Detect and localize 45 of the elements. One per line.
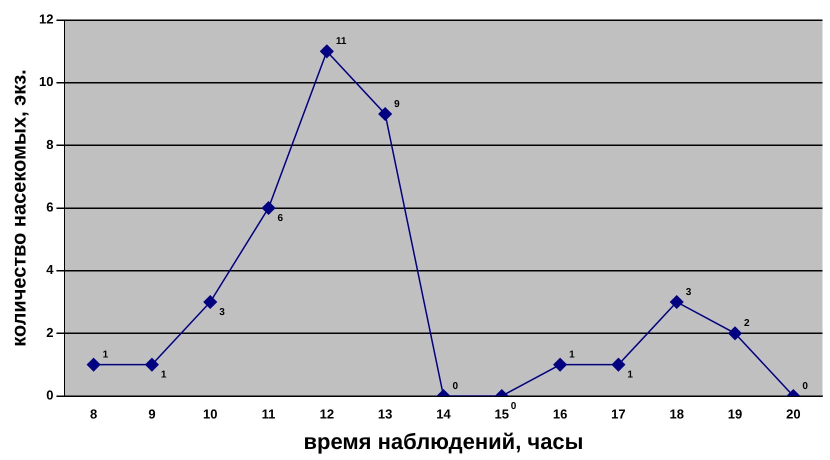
point <box>203 295 217 309</box>
y-tick-label: 2 <box>46 324 54 340</box>
data-label: 3 <box>219 306 226 318</box>
x-tick-label: 12 <box>320 406 334 422</box>
y-tick-label: 4 <box>46 262 54 278</box>
data-label: 0 <box>452 380 458 392</box>
data-label: 11 <box>336 36 347 48</box>
x-axis-title: время наблюдений, часы <box>303 428 584 454</box>
point <box>320 44 334 58</box>
y-axis-title: количество насекомых, экз. <box>8 69 31 347</box>
data-label: 1 <box>627 369 634 380</box>
point <box>553 358 567 372</box>
y-tick-label: 10 <box>38 74 54 90</box>
point <box>612 358 626 372</box>
data-label: 6 <box>278 212 284 224</box>
data-label: 1 <box>569 349 576 360</box>
y-tick-label: 12 <box>38 12 54 27</box>
data-label: 0 <box>510 400 517 412</box>
x-tick-label: 14 <box>436 406 452 422</box>
y-tick-label: 6 <box>46 200 54 215</box>
x-tick-label: 19 <box>728 406 742 422</box>
point <box>262 201 276 215</box>
x-tick-label: 9 <box>148 406 156 422</box>
x-tick-label: 10 <box>203 406 218 422</box>
x-tick-label: 18 <box>669 406 684 422</box>
x-tick-label: 17 <box>611 406 626 422</box>
y-tick-label: 8 <box>46 136 54 152</box>
data-label: 3 <box>686 286 692 298</box>
point <box>670 295 684 309</box>
y-tick-label: 0 <box>46 388 54 403</box>
point <box>145 358 159 372</box>
point <box>378 107 392 121</box>
data-label: 0 <box>802 380 808 392</box>
data-label: 9 <box>394 98 400 110</box>
x-tick-label: 8 <box>90 406 98 422</box>
x-tick-label: 13 <box>378 406 392 422</box>
x-tick-label: 15 <box>494 406 510 422</box>
point <box>728 326 742 340</box>
data-label: 1 <box>102 349 109 360</box>
point <box>86 358 100 372</box>
data-label: 2 <box>744 318 750 330</box>
x-tick-label: 11 <box>262 406 276 422</box>
x-tick-label: 16 <box>552 406 568 422</box>
x-tick-label: 20 <box>786 406 801 422</box>
data-label: 1 <box>160 369 167 380</box>
